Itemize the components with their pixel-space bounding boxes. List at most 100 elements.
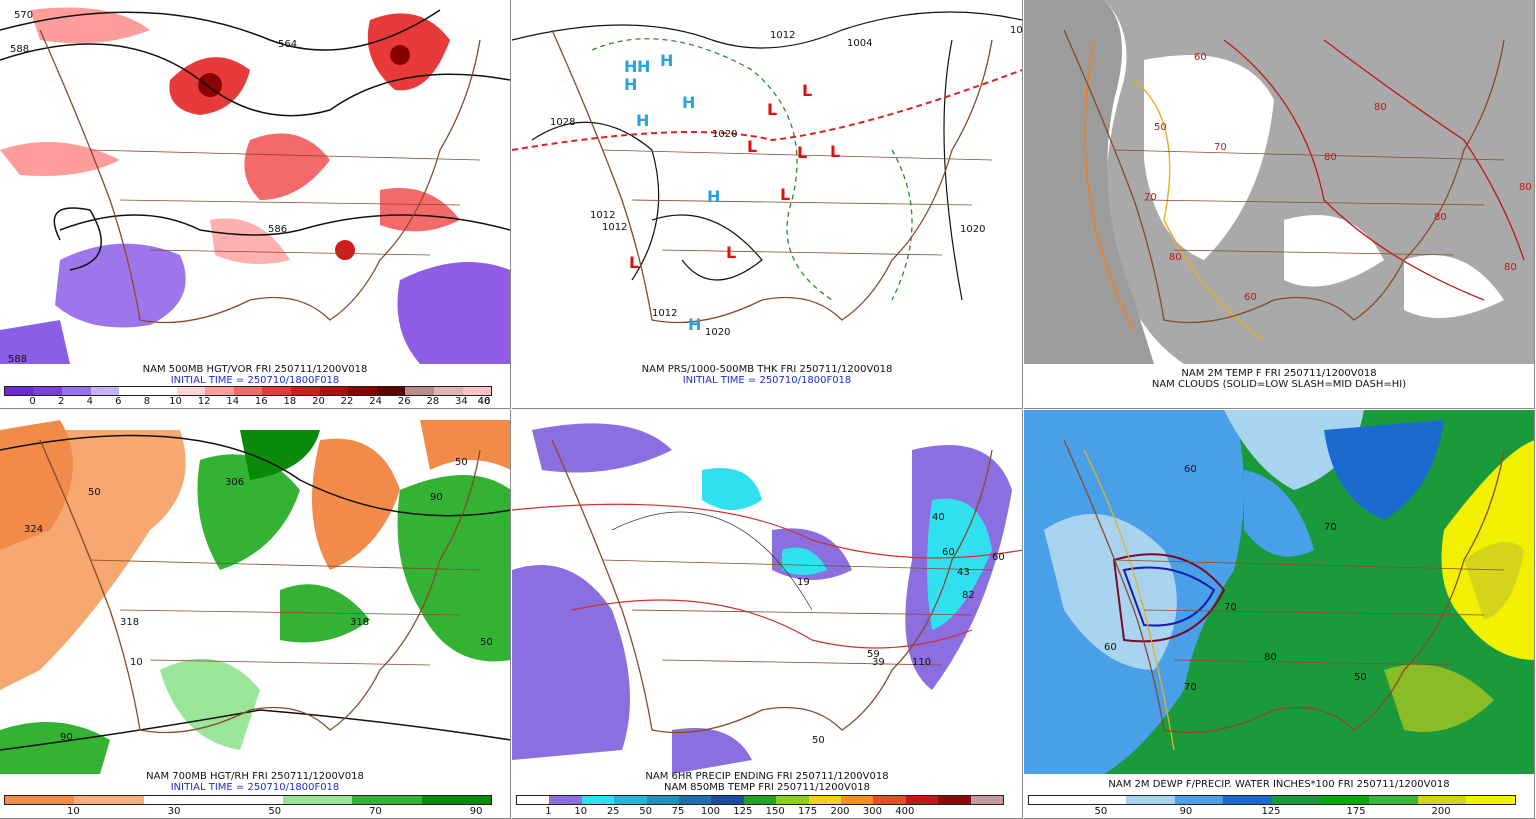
contour-label: 570 <box>14 10 33 21</box>
contour-label: 588 <box>10 44 29 55</box>
colorbar-tick-label: 1 <box>545 806 552 817</box>
map-2m-dewpoint: 60 70 50 60 70 80 70 <box>1024 410 1534 774</box>
contour-label: 110 <box>912 657 931 668</box>
colorbar-tick-label: 90 <box>1179 806 1193 817</box>
colorbar <box>516 795 1004 805</box>
panel-2m-dewpoint: 60 70 50 60 70 80 70 NAM 2M DEWP F/PRECIP. WAT… <box>1024 410 1535 819</box>
contour-label: 1004 <box>847 38 872 49</box>
contour-label: 60 <box>1194 52 1207 63</box>
high-pressure-marker: H <box>636 111 649 130</box>
colorbar-tick-label: 34 <box>455 396 468 407</box>
colorbar-tick-label: 150 <box>765 806 785 817</box>
colorbar-tick-label: 200 <box>830 806 850 817</box>
colorbar-tick-label: 70 <box>369 806 382 817</box>
colorbar-tick-label: 30 <box>167 806 181 817</box>
colorbar-tick-label: 75 <box>671 806 685 817</box>
colorbar-swatch <box>549 796 582 804</box>
low-pressure-marker: L <box>802 81 812 100</box>
colorbar-swatch <box>147 387 177 395</box>
contour-label: 80 <box>1434 212 1447 223</box>
colorbar-swatch <box>290 387 320 395</box>
colorbar-swatch <box>90 387 120 395</box>
panel-700mb-rh: 324 318 318 50 90 50 10 90 306 50 NAM 700MB HGT/R… <box>0 410 511 819</box>
colorbar-swatch <box>1077 796 1127 804</box>
contour-label: 70 <box>1324 522 1337 533</box>
colorbar-swatch <box>62 387 91 395</box>
contour-label: 10 <box>130 657 143 668</box>
colorbar-swatch <box>176 387 206 395</box>
low-pressure-marker: L <box>780 185 790 204</box>
colorbar-tick-label: 16 <box>254 396 268 407</box>
colorbar-tick-label: 10 <box>574 806 588 817</box>
contour-label: 1020 <box>705 327 730 338</box>
contour-label: 50 <box>1154 122 1167 133</box>
colorbar-tick-label: 4 <box>86 396 93 407</box>
contour-label: 50 <box>812 735 825 746</box>
high-pressure-marker: H <box>624 75 637 94</box>
low-pressure-marker: L <box>797 143 807 162</box>
caption-line-2: NAM CLOUDS (SOLID=LOW SLASH=MID DASH=HI) <box>1151 379 1407 390</box>
contour-label: 588 <box>8 354 27 364</box>
colorbar-swatch <box>376 387 406 395</box>
colorbar-swatch <box>319 387 349 395</box>
colorbar-swatch <box>1369 796 1418 804</box>
colorbar-ticks: 0 2 4 6 8 10 12 14 16 18 20 22 24 26 28 34 40 46 <box>4 396 490 408</box>
colorbar-swatch <box>517 796 550 804</box>
contour-label: 80 <box>1169 252 1182 263</box>
colorbar-ticks: 1 10 25 50 75 100 125 150 175 200 300 400 <box>516 806 1002 818</box>
colorbar-swatch <box>938 796 971 804</box>
contour-label: 19 <box>797 577 810 588</box>
contour-label: 1012 <box>590 210 615 221</box>
high-pressure-marker: H <box>624 57 637 76</box>
contour-label: 1012 <box>770 30 795 41</box>
colorbar-swatch <box>1271 796 1321 804</box>
colorbar-tick-label: 14 <box>226 396 240 407</box>
colorbar-tick-label: 6 <box>115 396 122 407</box>
contour-label: 80 <box>1264 652 1277 663</box>
colorbar-swatch <box>233 387 263 395</box>
contour-label: 70 <box>1214 142 1227 153</box>
map-2m-temp-clouds: 60 70 80 80 80 80 80 60 70 50 80 <box>1024 0 1534 364</box>
colorbar-tick-label: 2 <box>57 396 65 407</box>
contour-label: 60 <box>1244 292 1257 303</box>
colorbar-tick-label: 200 <box>1431 806 1451 817</box>
contour-label: 43 <box>957 567 970 578</box>
colorbar-tick-label: 12 <box>197 396 211 407</box>
contour-label: 60 <box>1184 464 1197 475</box>
contour-label: 39 <box>872 657 885 668</box>
low-pressure-marker: L <box>830 142 840 161</box>
contour-label: 1020 <box>960 224 985 235</box>
colorbar-tick-label: 90 <box>469 806 483 817</box>
colorbar-swatch <box>743 796 777 804</box>
colorbar-swatch <box>462 387 492 395</box>
colorbar-tick-label: 8 <box>143 396 151 407</box>
colorbar-swatch <box>1417 796 1467 804</box>
colorbar-ticks: 10 30 50 70 90 <box>4 806 490 818</box>
map-700mb-rh: 324 318 318 50 90 50 10 90 306 50 <box>0 410 510 774</box>
colorbar-swatch <box>74 796 144 804</box>
caption-line-1: NAM 500MB HGT/VOR FRI 250711/1200V018 <box>142 364 368 375</box>
contour-label: 50 <box>88 487 101 498</box>
panel-pressure-thickness: 1012100410201028102010121012101210201020… <box>512 0 1023 409</box>
caption-line-1: NAM 700MB HGT/RH FRI 250711/1200V018 <box>146 771 364 782</box>
low-pressure-marker: L <box>726 243 736 262</box>
panel-6hr-precip: 59 39 110 60 43 82 19 50 60 40 NAM 6HR PRECIP END… <box>512 410 1023 819</box>
colorbar-tick-label: 22 <box>340 396 354 407</box>
caption-line-2: INITIAL TIME = 250710/1800F018 <box>170 782 340 793</box>
caption-line-2: INITIAL TIME = 250710/1800F018 <box>682 375 852 386</box>
colorbar-swatch <box>213 796 283 804</box>
colorbar-swatch <box>282 796 353 804</box>
colorbar-swatch <box>1174 796 1224 804</box>
colorbar-swatch <box>841 796 874 804</box>
contour-label: 70 <box>1144 192 1157 203</box>
colorbar-swatch <box>262 387 291 395</box>
contour-label: 1028 <box>550 117 575 128</box>
colorbar-swatch <box>33 387 63 395</box>
contour-label: 40 <box>932 512 945 523</box>
caption-line-2: NAM 850MB TEMP FRI 250711/1200V018 <box>664 782 870 793</box>
colorbar-tick-label: 125 <box>733 806 753 817</box>
colorbar-swatch <box>905 796 939 804</box>
colorbar-swatch <box>581 796 615 804</box>
colorbar <box>4 795 492 805</box>
